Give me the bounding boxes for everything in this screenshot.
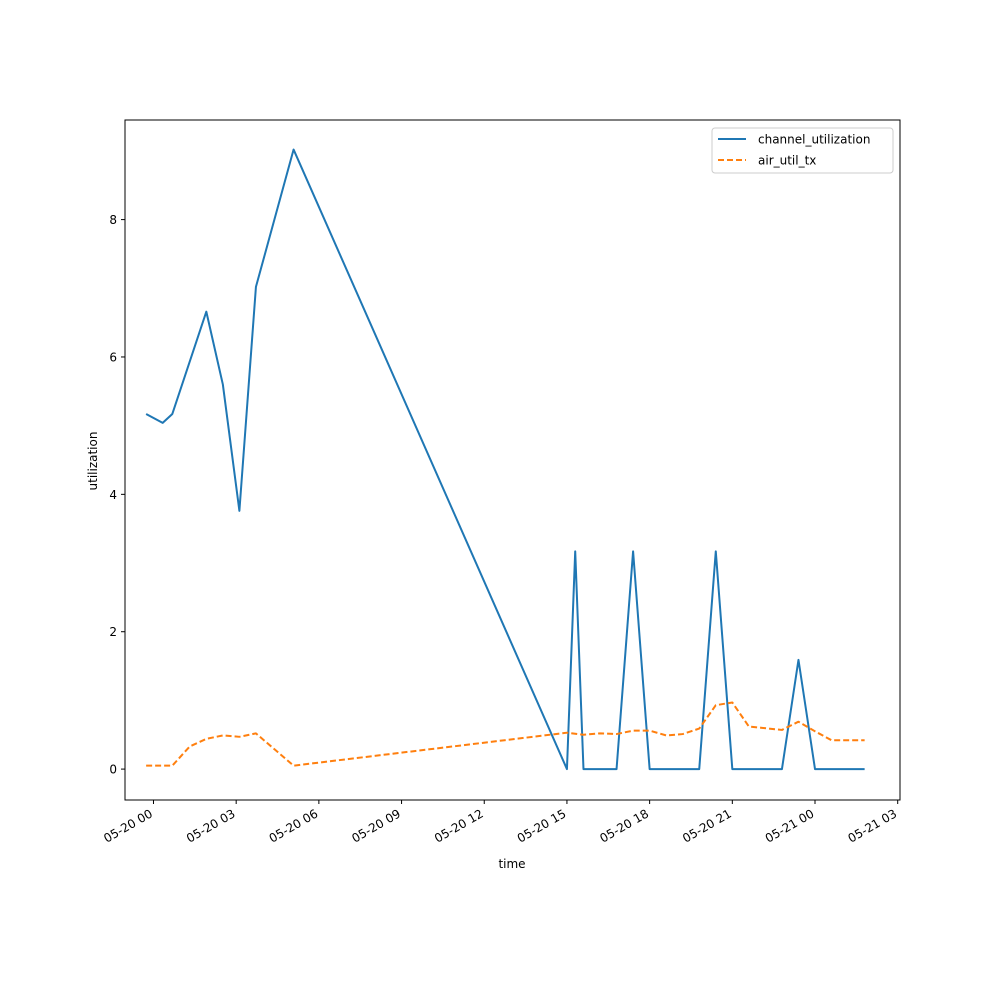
series-line-air-util-tx — [146, 701, 865, 767]
y-tick-label: 4 — [109, 488, 117, 502]
y-tick-label: 2 — [109, 625, 117, 639]
legend-box — [711, 127, 894, 174]
series-layer — [145, 148, 865, 771]
plot-frame — [124, 119, 901, 801]
legend-label-channel-utilization: channel_utilization — [758, 133, 870, 147]
y-tick-label: 0 — [109, 763, 117, 777]
series-line-channel-utilization — [145, 148, 865, 771]
legend-label-air-util-tx: air_util_tx — [758, 154, 816, 168]
legend: channel_utilization air_util_tx — [711, 127, 894, 174]
x-axis-title: time — [498, 857, 525, 871]
y-axis-title: utilization — [86, 432, 100, 491]
y-axis: 0 2 4 6 8 — [109, 213, 125, 777]
y-tick-label: 6 — [109, 350, 117, 364]
y-tick-label: 8 — [109, 213, 117, 227]
